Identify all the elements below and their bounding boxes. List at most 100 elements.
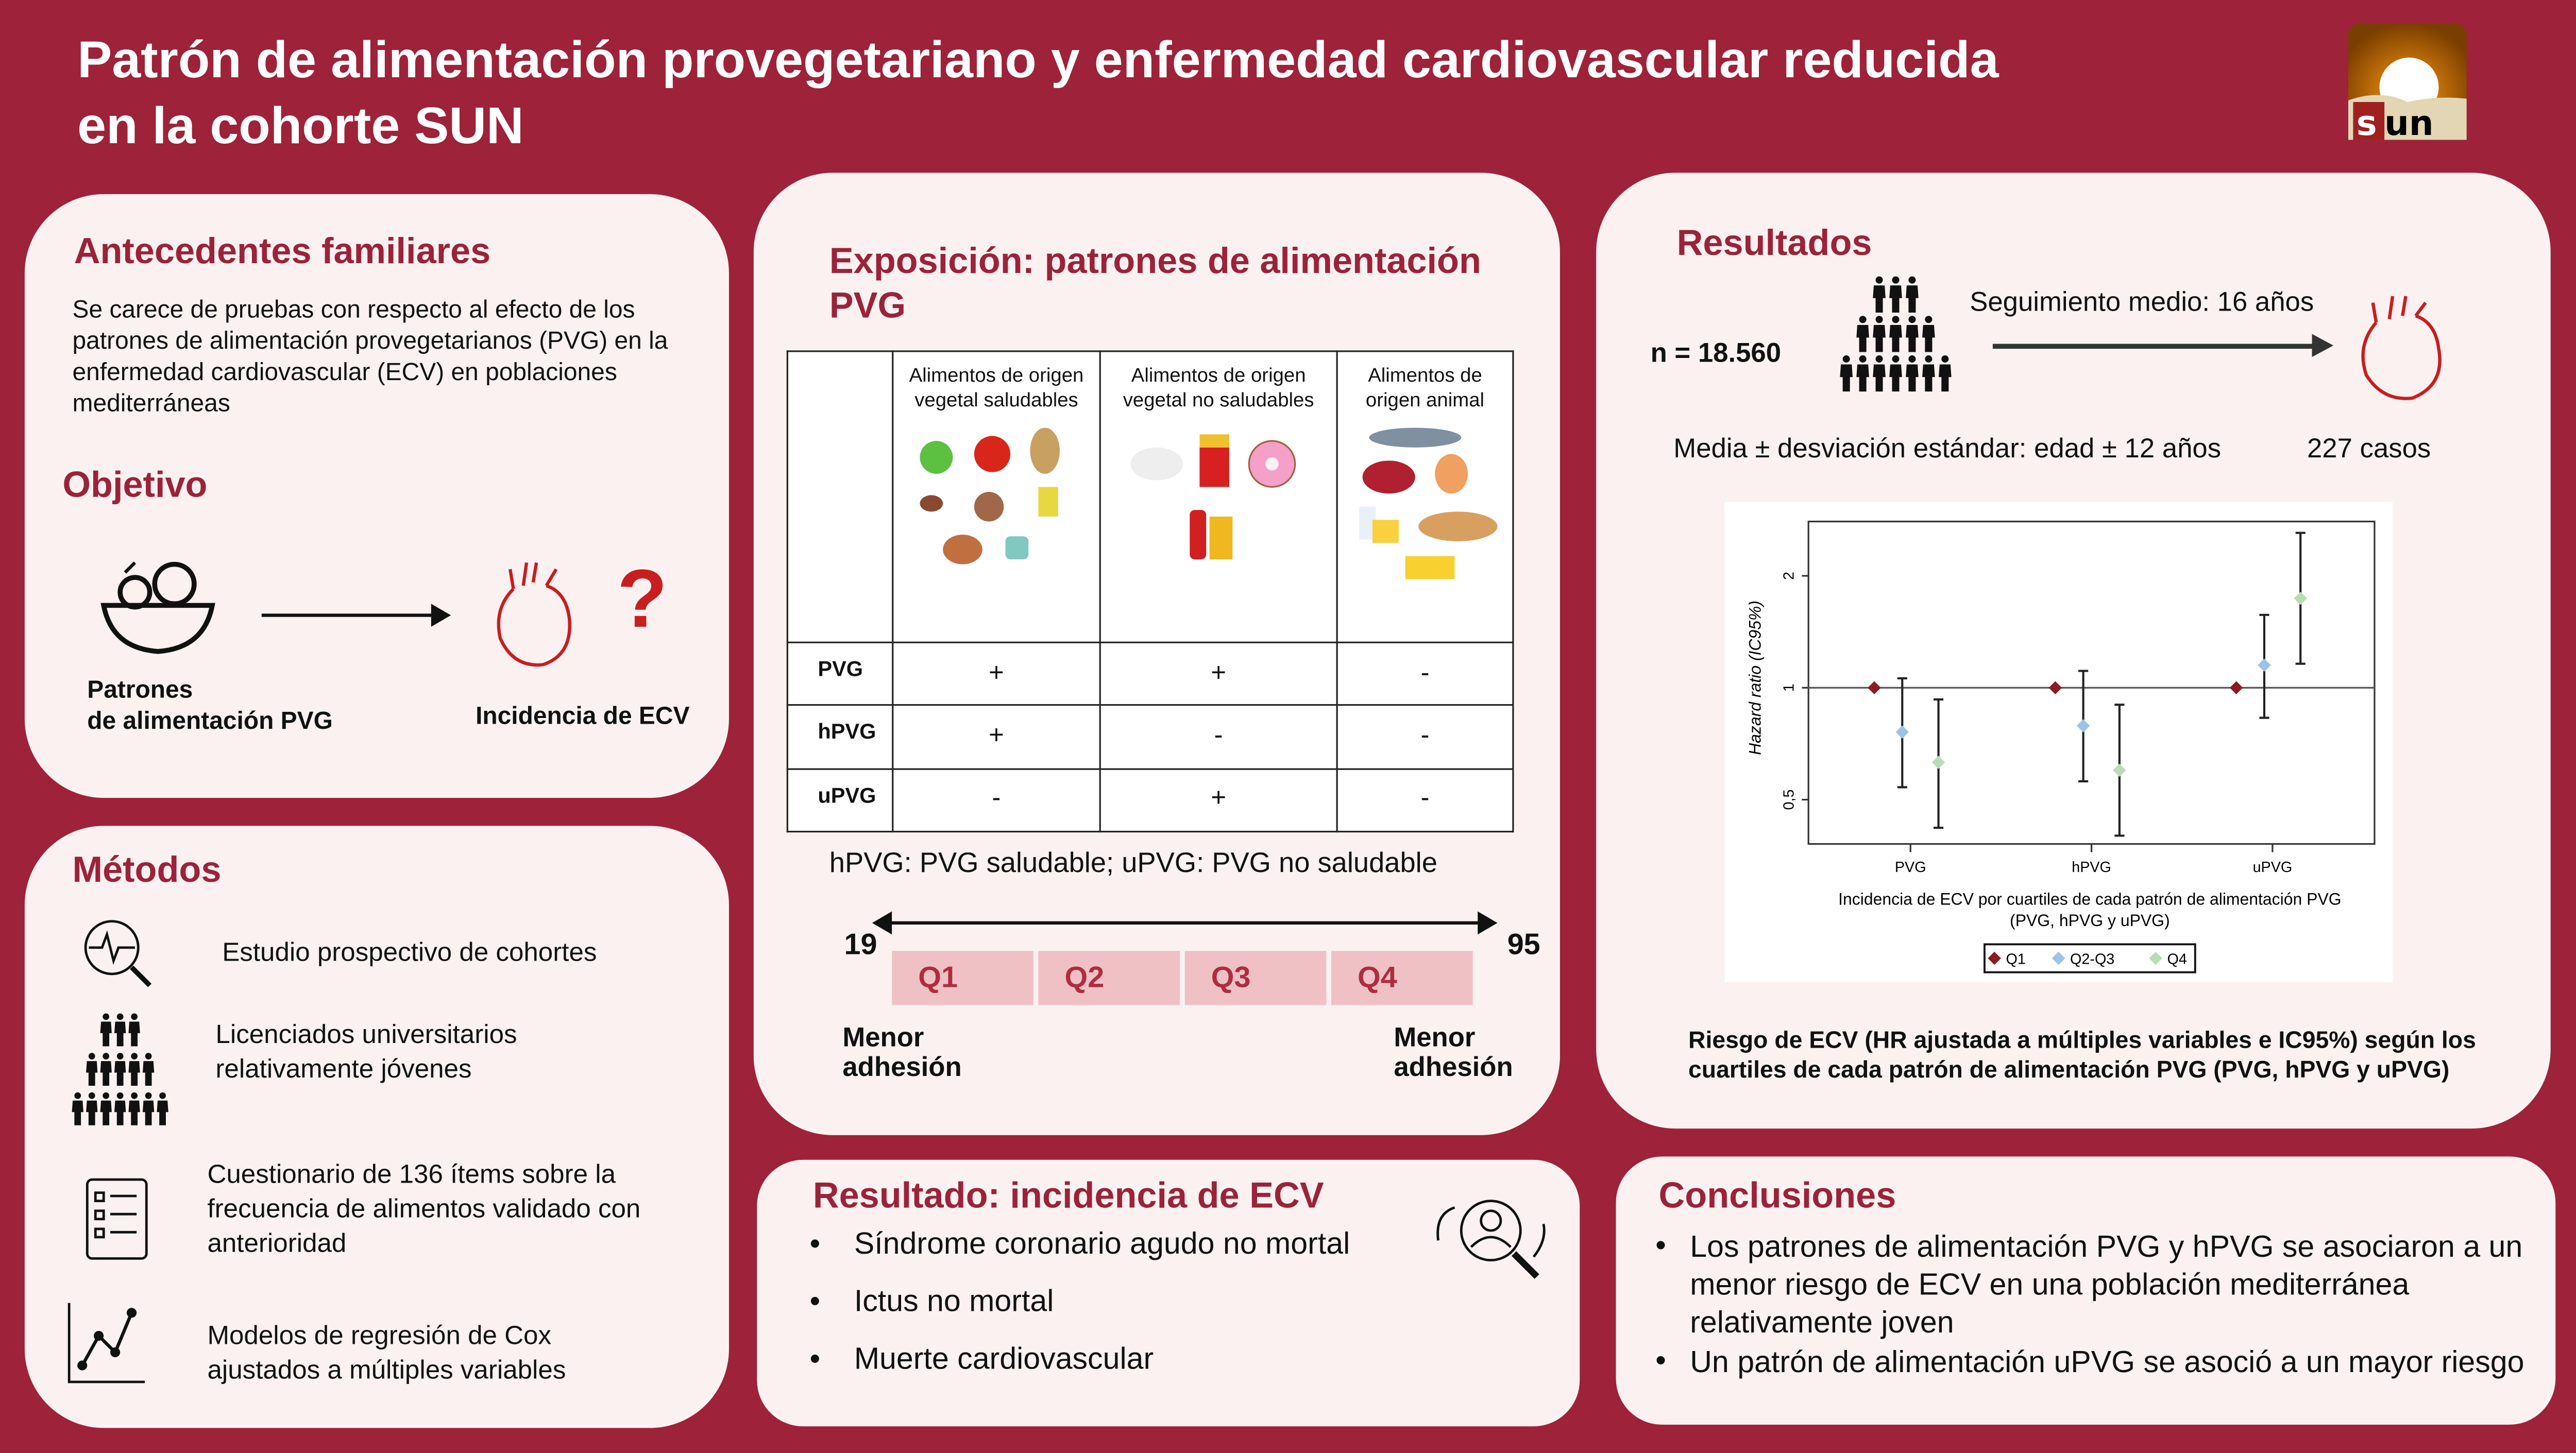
person-body xyxy=(86,1061,98,1086)
legend-label: Q2-Q3 xyxy=(2070,951,2114,968)
person-body xyxy=(1873,324,1886,352)
data-point-q4 xyxy=(2113,763,2126,777)
person-body xyxy=(1906,364,1919,392)
incidence-label: Incidencia de ECV xyxy=(476,702,690,731)
person-head xyxy=(145,1092,152,1099)
table-cell: + xyxy=(1099,767,1338,833)
person-body xyxy=(100,1021,112,1047)
person-body xyxy=(1906,324,1919,352)
followup-text: Seguimiento medio: 16 años xyxy=(1970,287,2314,318)
person-head xyxy=(1875,355,1883,363)
person-head xyxy=(88,1092,95,1099)
person-head xyxy=(1859,355,1867,363)
row-label: uPVG xyxy=(786,767,894,833)
outcome-text: Ictus no mortal xyxy=(854,1283,1054,1318)
cases-text: 227 casos xyxy=(2307,434,2431,464)
conclusiones-heading: Conclusiones xyxy=(1658,1174,1896,1216)
conclusions-panel xyxy=(1616,1156,2556,1425)
quartile-q3: Q3 xyxy=(1184,951,1327,1005)
metodos-heading: Métodos xyxy=(72,849,222,890)
arrow-head-icon xyxy=(431,604,451,627)
chart-caption: Riesgo de ECV (HR ajustada a múltiples v… xyxy=(1688,1028,2476,1084)
resultados-heading: Resultados xyxy=(1676,222,1872,264)
person-head xyxy=(1842,355,1850,363)
age-text: Media ± desviación estándar: edad ± 12 a… xyxy=(1673,434,2222,464)
svg-text:un: un xyxy=(2384,103,2434,140)
table-cell: - xyxy=(1336,641,1514,707)
person-body xyxy=(1889,285,1902,313)
plot-frame xyxy=(1807,520,2376,845)
data-point-q1 xyxy=(2229,681,2243,695)
person-body xyxy=(1889,364,1902,392)
low-adherence-label: Menor adhesión xyxy=(842,1023,962,1083)
animal-foods-icon xyxy=(1359,428,1498,579)
checklist-icon xyxy=(86,1178,148,1260)
patterns-label-2: de alimentación PVG xyxy=(87,707,333,736)
hazard-ratio-chart: 0,5 1 2 PVG hPVG uPVG Hazard ratio (IC95%) In… xyxy=(1724,502,2393,982)
person-head xyxy=(1925,316,1933,323)
table-cell: - xyxy=(892,767,1101,833)
person-body xyxy=(1889,324,1902,352)
quartile-q4: Q4 xyxy=(1331,951,1473,1005)
y-tick-label: 2 xyxy=(1781,572,1797,580)
antecedentes-text: Se carece de pruebas con respecto al efe… xyxy=(72,296,668,418)
person-body xyxy=(114,1061,126,1086)
row-label: PVG xyxy=(786,641,894,707)
person-body xyxy=(100,1061,112,1086)
person-head xyxy=(88,1053,95,1059)
person-head xyxy=(1925,355,1933,363)
person-head xyxy=(159,1092,166,1099)
person-body xyxy=(1939,364,1952,392)
person-head xyxy=(116,1013,124,1020)
objetivo-heading: Objetivo xyxy=(62,464,208,505)
exposure-table: Alimentos de origen vegetal saludables A… xyxy=(786,350,1514,833)
quartile-q1: Q1 xyxy=(892,951,1033,1005)
table-cell: - xyxy=(1336,705,1514,770)
people-group-icon xyxy=(72,1013,168,1125)
healthy-plant-foods-icon xyxy=(919,428,1059,565)
table-cell: + xyxy=(1099,641,1338,707)
person-body xyxy=(114,1100,126,1125)
arrow-head-icon xyxy=(2312,334,2334,357)
arrow-right-icon xyxy=(1478,911,1498,935)
data-point-q2-q3 xyxy=(2258,658,2271,672)
person-head xyxy=(1892,316,1900,323)
row-label: hPVG xyxy=(786,705,894,770)
background-objective-panel xyxy=(24,194,729,798)
person-body xyxy=(128,1061,140,1086)
outcome-text: Síndrome coronario agudo no mortal xyxy=(854,1225,1350,1260)
method-item-3: Cuestionario de 136 ítems sobre la frecu… xyxy=(207,1161,641,1259)
person-body xyxy=(1873,364,1886,392)
conclusion-item-1: Los patrones de alimentación PVG y hPVG … xyxy=(1690,1228,2523,1339)
fruit-bowl-icon xyxy=(100,561,215,654)
x-tick-label: hPVG xyxy=(2072,859,2111,876)
x-axis-label-2: (PVG, hPVG y uPVG) xyxy=(2010,911,2170,930)
patterns-label: Patrones de alimentación PVG xyxy=(87,675,333,737)
person-body xyxy=(1856,324,1869,352)
data-point-q4 xyxy=(2294,591,2307,605)
col-animal: Alimentos de origen animal xyxy=(1365,363,1485,412)
high-adherence-label: Menor adhesión xyxy=(1394,1023,1513,1083)
person-head xyxy=(1908,355,1916,363)
person-body xyxy=(100,1100,112,1125)
person-body xyxy=(157,1100,168,1125)
person-head xyxy=(145,1053,152,1059)
x-tick-label: uPVG xyxy=(2253,859,2293,876)
search-person-icon xyxy=(1436,1200,1546,1279)
person-head xyxy=(1875,276,1883,284)
scale-line xyxy=(888,921,1481,925)
person-body xyxy=(1922,324,1935,352)
scale-max: 95 xyxy=(1507,928,1540,961)
heart-icon xyxy=(2361,296,2442,400)
person-head xyxy=(74,1092,81,1099)
y-tick-label: 1 xyxy=(1781,683,1797,692)
person-body xyxy=(1922,364,1935,392)
person-head xyxy=(1908,316,1916,323)
person-head xyxy=(103,1013,110,1020)
line-chart-icon xyxy=(67,1303,145,1383)
person-body xyxy=(142,1061,155,1086)
data-point-q2-q3 xyxy=(1895,725,1909,739)
heart-monitor-search-icon xyxy=(84,920,152,987)
title-line-1: Patrón de alimentación provegetariano y … xyxy=(77,29,1999,89)
x-axis-label-1: Incidencia de ECV por cuartiles de cada … xyxy=(1838,890,2341,909)
